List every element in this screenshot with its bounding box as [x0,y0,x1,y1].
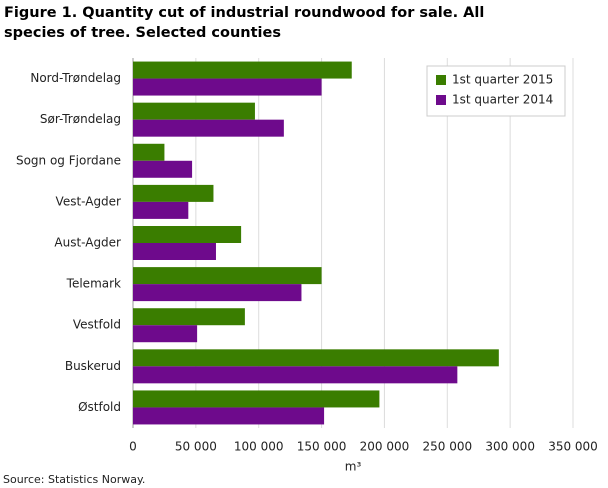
legend-swatch [436,75,446,85]
x-tick-label: 0 [129,440,137,454]
legend-swatch [436,95,446,105]
bar [133,366,458,384]
x-tick-label: 300 000 [485,440,535,454]
legend-box [426,65,566,117]
x-tick-label: 50 000 [175,440,217,454]
x-axis-label: m³ [345,460,362,474]
bar [133,407,325,425]
y-tick-label: Østfold [78,400,121,414]
bar [133,243,216,260]
y-tick-label: Aust-Agder [54,236,121,250]
bar [133,119,284,137]
bar [133,184,214,202]
bar [133,102,255,120]
y-tick-label: Telemark [66,277,121,291]
x-tick-label: 250 000 [422,440,472,454]
y-tick-label: Sør-Trøndelag [40,112,121,126]
y-tick-label: Nord-Trøndelag [30,71,121,85]
bar [133,78,322,96]
legend-label: 1st quarter 2014 [452,93,553,107]
x-tick-label: 100 000 [234,440,284,454]
bar [133,143,165,161]
y-tick-label: Sogn og Fjordane [16,153,121,167]
source: Source: Statistics Norway. [3,473,145,486]
y-tick-label: Buskerud [65,359,121,373]
bar [133,284,302,302]
x-tick-label: 150 000 [297,440,347,454]
bar [133,201,189,219]
chart-title: Figure 1. Quantity cut of industrial rou… [4,5,485,41]
bar [133,61,352,79]
legend-label: 1st quarter 2015 [452,73,553,87]
y-tick-label: Vest-Agder [56,194,122,208]
bar [133,226,242,243]
bar [133,267,322,285]
bar [133,325,198,343]
bar [133,160,193,178]
y-tick-label: Vestfold [73,318,121,332]
x-tick-label: 350 000 [548,440,598,454]
x-tick-label: 200 000 [360,440,410,454]
bar [133,390,380,408]
bar [133,308,245,326]
bar [133,349,499,367]
